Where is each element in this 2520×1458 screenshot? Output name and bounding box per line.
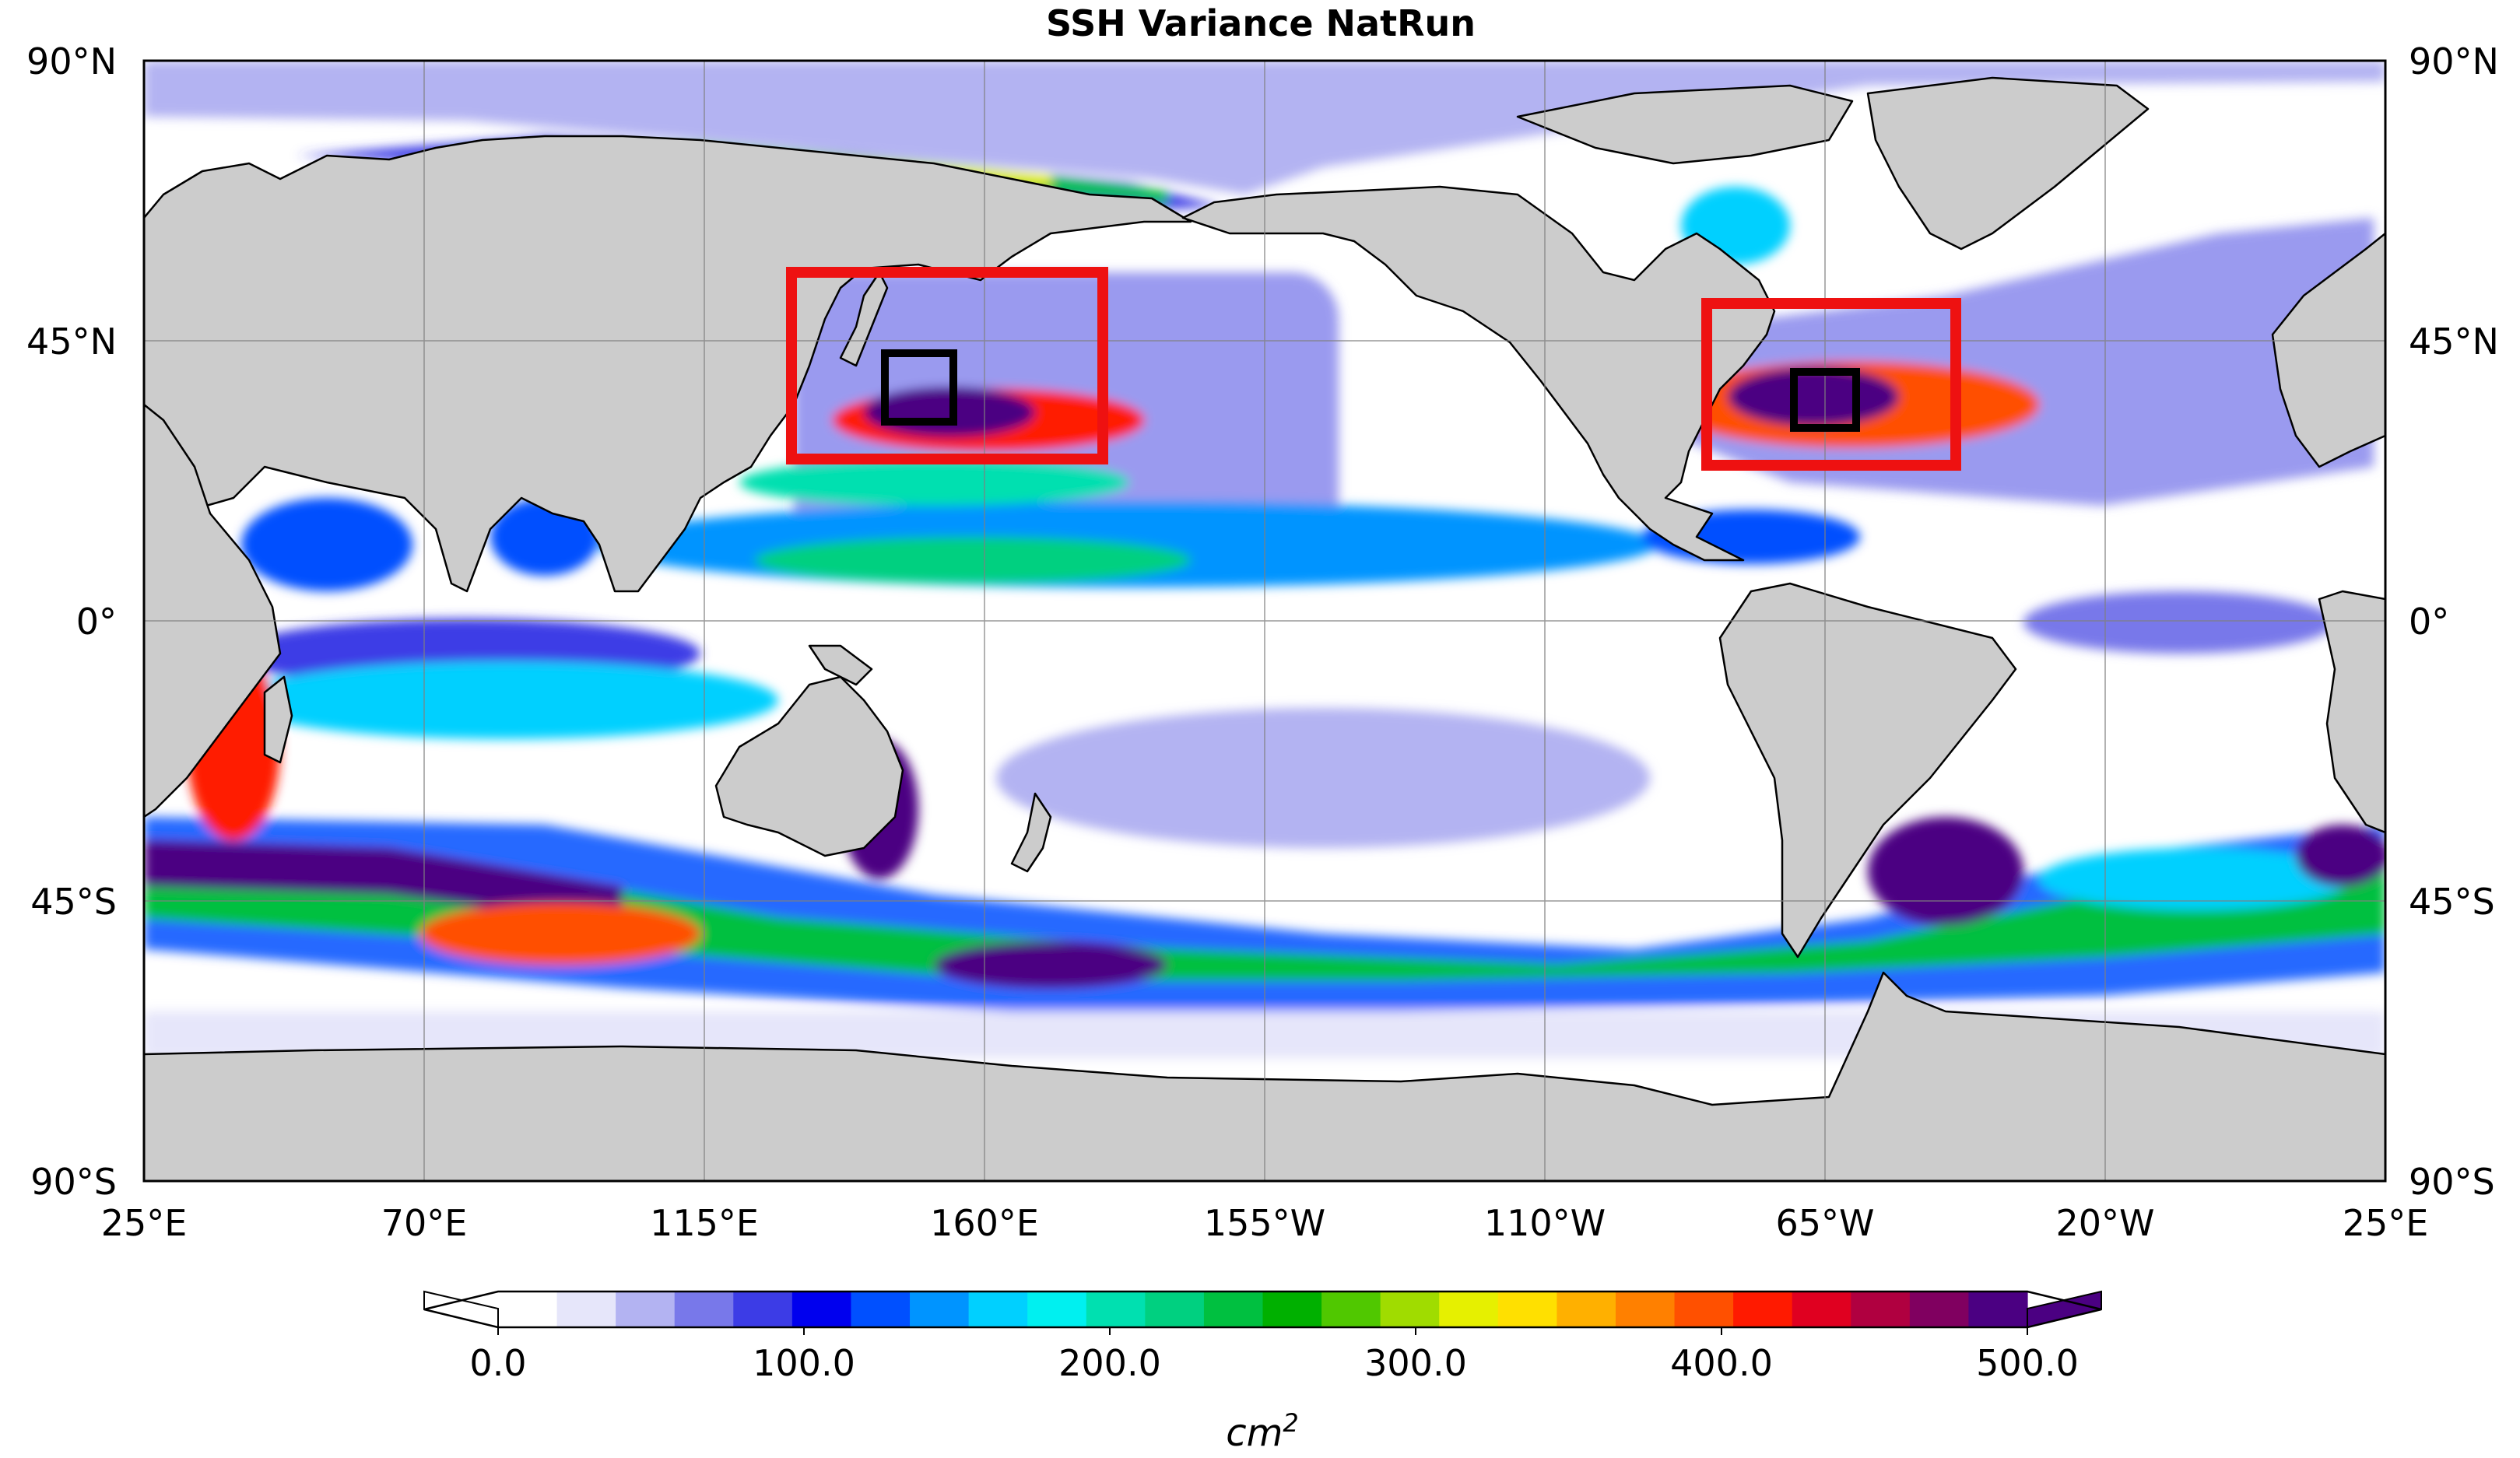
lat-label-90n-right: 90°N	[2409, 40, 2499, 82]
colorbar-segment	[1497, 1292, 1557, 1327]
africa-east-land	[2318, 590, 2385, 834]
south-atlantic-band	[2039, 848, 2350, 910]
colorbar-segment	[1086, 1292, 1146, 1327]
colorbar-tick-label: 300.0	[1364, 1342, 1467, 1384]
map-frame	[142, 59, 2387, 1183]
region-boxes	[786, 267, 1961, 471]
colorbar-segment	[1968, 1292, 2028, 1327]
kuroshio-black-box	[881, 349, 957, 426]
gulf-stream-red-box	[1701, 298, 1961, 471]
lon-label-155w: 155°W	[1204, 1202, 1325, 1244]
colorbar-segment	[1674, 1292, 1734, 1327]
pacific-tropical-core	[755, 537, 1191, 584]
colorbar-segment	[498, 1292, 558, 1327]
colorbar-segment	[1851, 1292, 1911, 1327]
colorbar-segment	[674, 1292, 734, 1327]
subtropical-countercurrent	[739, 459, 1128, 506]
colorbar-tick-label: 200.0	[1058, 1342, 1161, 1384]
agulhas-retroflection	[144, 840, 623, 926]
lat-label-45n-left: 45°N	[26, 321, 117, 363]
colorbar-unit-exp: 2	[1283, 1408, 1298, 1438]
colorbar: 0.0 100.0 200.0 300.0 400.0 500.0 cm2	[423, 1290, 2102, 1455]
map-panel	[144, 61, 2385, 1181]
lon-labels: 25°E 70°E 115°E 160°E 155°W 110°W 65°W 2…	[101, 1202, 2429, 1244]
colorbar-tick-label: 0.0	[469, 1342, 526, 1384]
lon-label-115e: 115°E	[650, 1202, 759, 1244]
colorbar-segment	[1733, 1292, 1793, 1327]
north-america-land	[1181, 185, 1776, 562]
lat-labels-left: 90°N 45°N 0° 45°S 90°S	[26, 40, 117, 1203]
colorbar-extend-max	[2027, 1290, 2102, 1329]
australia-land	[714, 675, 904, 857]
colorbar-segment	[1380, 1292, 1440, 1327]
colorbar-segment	[851, 1292, 911, 1327]
colorbar-segment	[1557, 1292, 1616, 1327]
colorbar-tick-label: 500.0	[1976, 1342, 2079, 1384]
lon-label-20w: 20°W	[2055, 1202, 2154, 1244]
colorbar-tick-label: 400.0	[1670, 1342, 1773, 1384]
graticule	[144, 61, 2385, 1181]
equatorial-atlantic-variance	[2023, 591, 2335, 654]
colorbar-segment	[1321, 1292, 1381, 1327]
new-guinea-land	[808, 644, 873, 686]
colorbar-segment	[1203, 1292, 1264, 1327]
colorbar-unit-base: cm	[1226, 1411, 1283, 1455]
japan-land	[839, 271, 889, 367]
lon-label-25e-left: 25°E	[101, 1202, 188, 1244]
lat-label-90n-left: 90°N	[26, 40, 117, 82]
brazil-malvinas-confluence	[1868, 817, 2023, 926]
lat-labels-right: 90°N 45°N 0° 45°S 90°S	[2409, 40, 2499, 1203]
colorbar-segment	[616, 1292, 676, 1327]
colorbar-segment	[556, 1292, 616, 1327]
colorbar-segment	[910, 1292, 970, 1327]
lon-label-25e-right: 25°E	[2343, 1202, 2429, 1244]
south-america-land	[1718, 582, 2017, 959]
madagascar-land	[263, 675, 293, 764]
colorbar-segment	[968, 1292, 1028, 1327]
lat-label-90s-right: 90°S	[2409, 1161, 2495, 1203]
lon-label-65w: 65°W	[1775, 1202, 1874, 1244]
map-title: SSH Variance NatRun	[1046, 2, 1476, 44]
colorbar-extend-min	[423, 1290, 499, 1329]
gulf-stream-black-box	[1790, 368, 1860, 432]
lat-label-0-right: 0°	[2409, 601, 2449, 643]
lon-label-70e: 70°E	[381, 1202, 468, 1244]
gulf-stream-core	[1728, 367, 1899, 426]
colorbar-segment	[1145, 1292, 1205, 1327]
colorbar-segment	[733, 1292, 793, 1327]
lat-label-0-left: 0°	[76, 601, 117, 643]
arctic-islands-land	[1516, 84, 1854, 165]
colorbar-segment	[791, 1292, 852, 1327]
greenland-land	[1866, 76, 2150, 251]
lon-label-160e: 160°E	[930, 1202, 1039, 1244]
europe-west-land	[2271, 232, 2385, 468]
colorbar-segment	[1792, 1292, 1851, 1327]
colorbar-segment	[1439, 1292, 1499, 1327]
colorbar-segments	[498, 1292, 2028, 1327]
lon-label-110w: 110°W	[1484, 1202, 1606, 1244]
lat-label-90s-left: 90°S	[30, 1161, 117, 1203]
kuroshio-red-box	[786, 267, 1108, 464]
south-indian-acc-core	[420, 902, 700, 965]
south-pacific-variance	[996, 708, 1650, 848]
new-zealand-land	[1010, 792, 1052, 873]
colorbar-segment	[1027, 1292, 1087, 1327]
colorbar-segment	[1615, 1292, 1676, 1327]
cape-basin-core	[2296, 825, 2385, 887]
africa-land	[144, 403, 282, 818]
lat-label-45n-right: 45°N	[2409, 321, 2499, 363]
colorbar-segment	[1909, 1292, 1970, 1327]
lat-label-45s-left: 45°S	[30, 881, 117, 923]
colorbar-ticks: 0.0 100.0 200.0 300.0 400.0 500.0	[469, 1327, 2079, 1384]
arabian-sea-variance	[241, 498, 412, 591]
colorbar-unit-label: cm2	[1226, 1408, 1299, 1455]
colorbar-segment	[1262, 1292, 1322, 1327]
tasman-acc-core	[934, 941, 1167, 988]
lat-label-45s-right: 45°S	[2409, 881, 2495, 923]
colorbar-tick-label: 100.0	[753, 1342, 855, 1384]
indian-ocean-south-band	[233, 661, 778, 739]
